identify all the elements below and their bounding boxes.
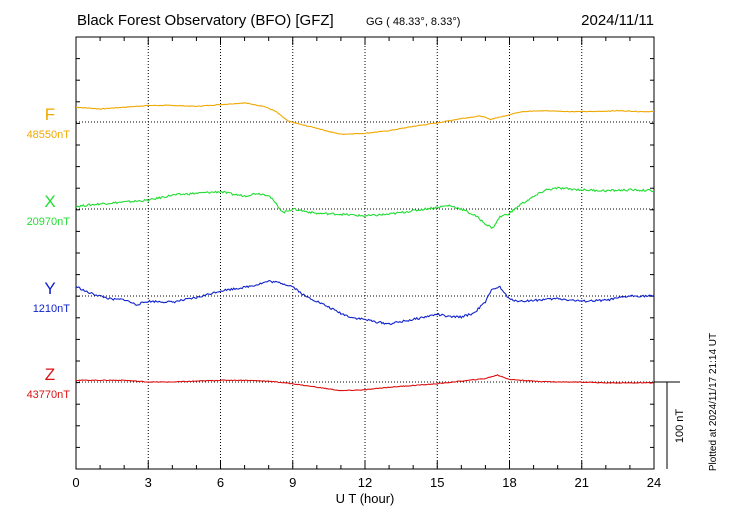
series-baseline-F: 48550nT: [27, 129, 71, 141]
series-baseline-Z: 43770nT: [27, 389, 71, 401]
series-baseline-Y: 1210nT: [33, 303, 71, 315]
series-line-Z: [75, 374, 655, 392]
x-tick-label-9: 9: [289, 475, 296, 490]
x-tick-label-15: 15: [430, 475, 444, 490]
series-line-Y: [75, 280, 655, 325]
chart-title: Black Forest Observatory (BFO) [GFZ]: [77, 12, 334, 29]
series-name-Y: Y: [44, 279, 55, 298]
series-name-X: X: [44, 192, 55, 211]
scale-bar-label: 100 nT: [674, 409, 686, 444]
x-tick-label-21: 21: [575, 475, 589, 490]
x-tick-label-24: 24: [647, 475, 661, 490]
x-tick-label-12: 12: [358, 475, 372, 490]
scale-bar: 100 nT: [654, 381, 686, 469]
chart-date: 2024/11/11: [581, 12, 654, 29]
x-tick-label-6: 6: [217, 475, 224, 490]
series-name-F: F: [45, 105, 55, 124]
series-name-Z: Z: [45, 365, 55, 384]
x-tick-label-3: 3: [145, 475, 152, 490]
axis-ticks: 0 3 6 9 12 15 18 21 24: [72, 36, 661, 490]
x-tick-label-0: 0: [72, 475, 79, 490]
station-coordinates: GG ( 48.33°, 8.33°): [366, 16, 460, 28]
series-baseline-X: 20970nT: [27, 216, 71, 228]
x-tick-label-18: 18: [502, 475, 516, 490]
grid-lines: [147, 37, 583, 469]
series-line-X: [75, 186, 655, 229]
plotted-timestamp: Plotted at 2024/11/17 21:14 UT: [708, 333, 719, 471]
series-line-F: [75, 102, 655, 135]
x-axis-label: U T (hour): [336, 491, 395, 506]
series-group: [75, 102, 655, 392]
series-labels: F 48550nT X 20970nT Y 1210nT Z 43770nT: [27, 105, 71, 401]
